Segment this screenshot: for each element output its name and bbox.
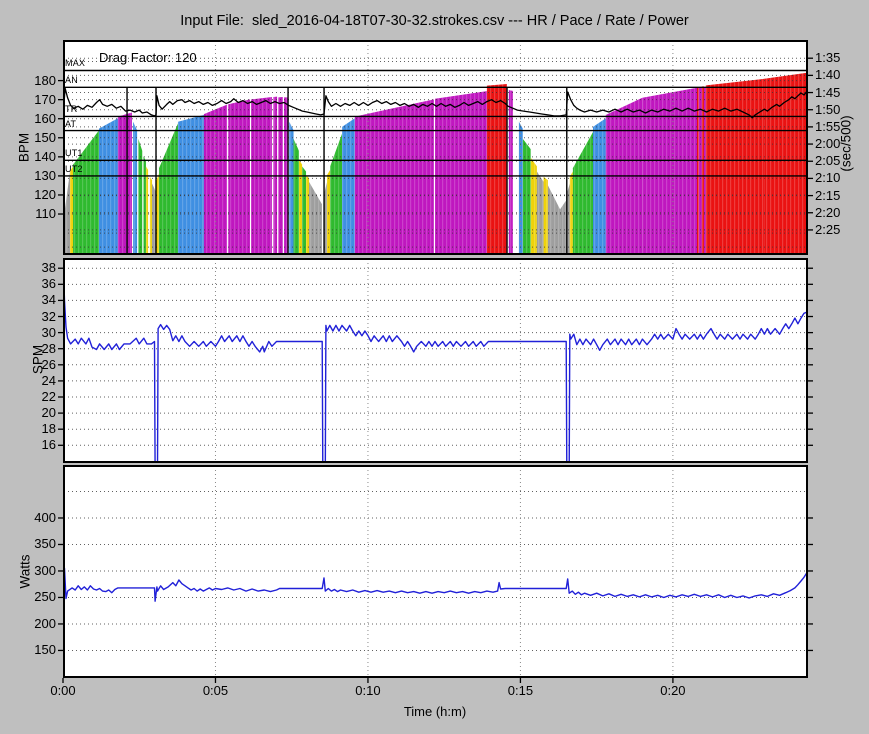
- spm-tick-label: 28: [20, 342, 56, 356]
- drag-factor-note: Drag Factor: 120: [99, 50, 197, 65]
- watts-tick-label: 200: [12, 617, 56, 631]
- figure: Input File: sled_2016-04-18T07-30-32.str…: [0, 0, 869, 734]
- watts-tick-label: 300: [12, 564, 56, 578]
- bpm-tick-label: 160: [8, 112, 56, 126]
- pace-axis-label: (sec/500): [839, 84, 854, 204]
- spm-tick-label: 38: [20, 261, 56, 275]
- bpm-tick-label: 110: [8, 207, 56, 221]
- time-tick-label: 0:15: [498, 684, 542, 698]
- time-tick-label: 0:05: [193, 684, 237, 698]
- spm-tick-label: 20: [20, 406, 56, 420]
- spm-tick-label: 36: [20, 277, 56, 291]
- hr-zone-label-ut2: UT2: [65, 165, 83, 174]
- spm-tick-label: 16: [20, 438, 56, 452]
- bpm-tick-label: 150: [8, 131, 56, 145]
- spm-tick-label: 34: [20, 293, 56, 307]
- pace-tick-label: 1:35: [815, 51, 840, 65]
- bpm-tick-label: 130: [8, 169, 56, 183]
- time-tick-label: 0:00: [41, 684, 85, 698]
- pace-tick-label: 1:45: [815, 86, 840, 100]
- hr-zone-label-at: AT: [65, 120, 76, 129]
- pace-tick-label: 2:05: [815, 154, 840, 168]
- spm-tick-label: 26: [20, 358, 56, 372]
- spm-tick-label: 30: [20, 326, 56, 340]
- spm-tick-label: 22: [20, 390, 56, 404]
- pace-tick-label: 1:40: [815, 68, 840, 82]
- spm-tick-label: 32: [20, 310, 56, 324]
- watts-tick-label: 400: [12, 511, 56, 525]
- pace-tick-label: 2:20: [815, 206, 840, 220]
- hr-zone-label-an: AN: [65, 76, 78, 85]
- hr-zone-label-ut1: UT1: [65, 149, 83, 158]
- pace-tick-label: 1:50: [815, 103, 840, 117]
- watts-tick-label: 250: [12, 590, 56, 604]
- spm-tick-label: 18: [20, 422, 56, 436]
- pace-tick-label: 1:55: [815, 120, 840, 134]
- hr-zone-label-tr: TR: [65, 105, 77, 114]
- hr-zone-label-max: MAX: [65, 59, 85, 68]
- pace-tick-label: 2:15: [815, 189, 840, 203]
- plots-canvas: [0, 0, 869, 734]
- pace-tick-label: 2:25: [815, 223, 840, 237]
- watts-tick-label: 150: [12, 643, 56, 657]
- time-tick-label: 0:20: [651, 684, 695, 698]
- band-striation-overlay: [63, 40, 808, 255]
- plot-background: [63, 258, 808, 463]
- bpm-tick-label: 170: [8, 93, 56, 107]
- time-tick-label: 0:10: [346, 684, 390, 698]
- watts-tick-label: 350: [12, 537, 56, 551]
- bpm-tick-label: 120: [8, 188, 56, 202]
- bpm-tick-label: 180: [8, 74, 56, 88]
- spm-tick-label: 24: [20, 374, 56, 388]
- time-axis-label: Time (h:m): [335, 704, 535, 719]
- bpm-tick-label: 140: [8, 150, 56, 164]
- pace-tick-label: 2:00: [815, 137, 840, 151]
- pace-tick-label: 2:10: [815, 171, 840, 185]
- plot-background: [63, 465, 808, 678]
